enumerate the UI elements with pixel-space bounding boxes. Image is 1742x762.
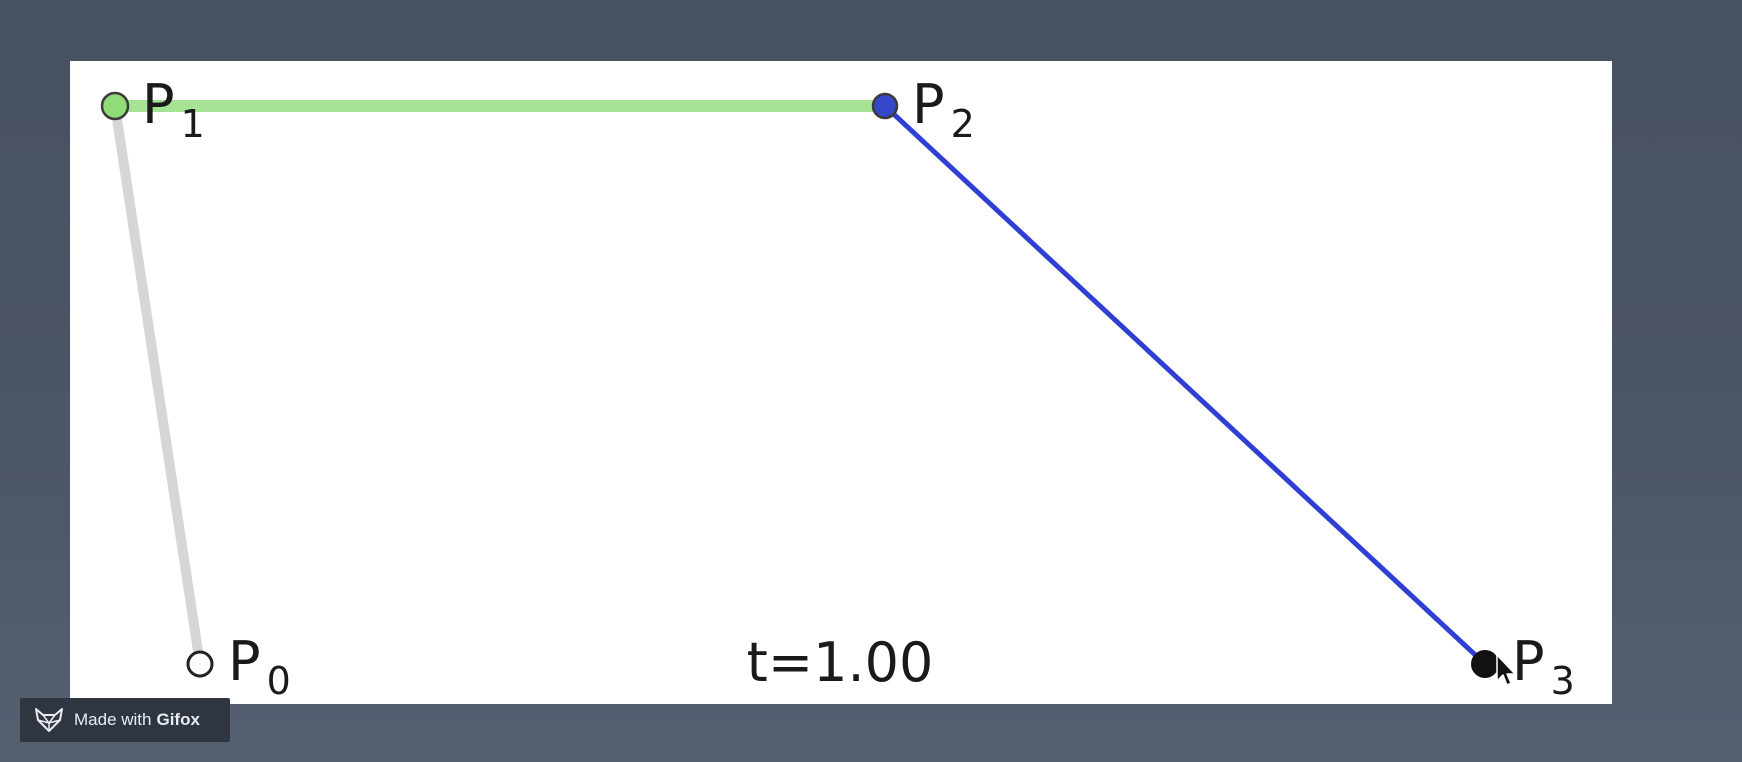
badge-brand: Gifox [156,710,200,729]
fox-icon [35,708,63,732]
made-with-gifox-badge[interactable]: Made with Gifox [20,698,230,742]
control-point-p3[interactable] [1471,650,1499,678]
mouse-pointer-icon [1496,654,1516,686]
badge-prefix: Made with [74,710,152,729]
t-value-label: t=1.00 [747,631,934,694]
segment-p0-p1 [110,101,205,669]
control-point-p2[interactable] [871,92,899,120]
control-point-p0[interactable] [186,650,214,678]
segment-p2-p3 [882,103,1488,667]
control-point-p1[interactable] [100,91,130,121]
